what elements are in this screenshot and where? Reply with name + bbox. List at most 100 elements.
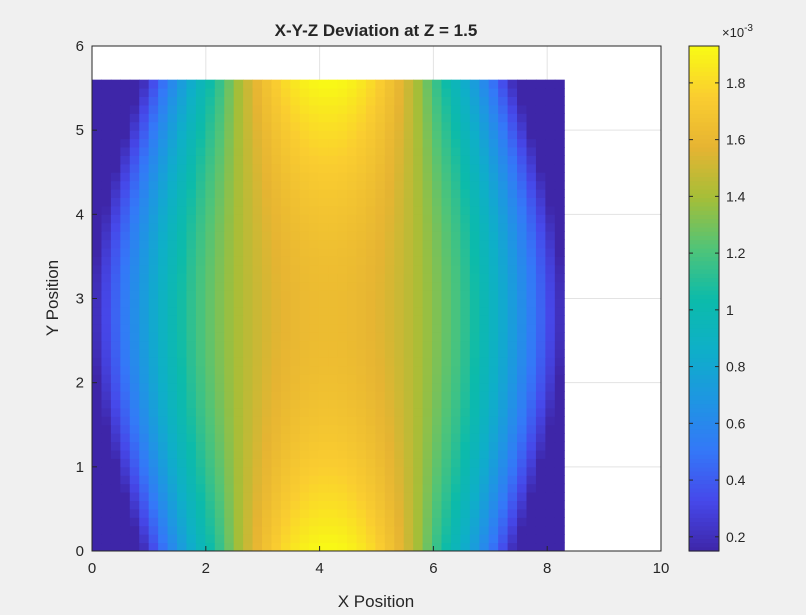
heatmap-cell [299,222,310,232]
heatmap-cell [365,492,376,501]
heatmap-cell [120,256,131,266]
heatmap-cell [328,130,339,140]
heatmap-cell [375,525,386,535]
heatmap-cell [271,492,282,501]
heatmap-cell [365,281,376,291]
heatmap-cell [120,180,131,190]
heatmap-cell [356,104,367,114]
heatmap-cell [469,88,480,97]
heatmap-cell [356,248,367,257]
heatmap-cell [365,163,376,173]
heatmap-cell [233,332,244,342]
heatmap-cell [384,197,395,207]
heatmap-cell [195,189,206,198]
heatmap-cell [129,248,140,257]
heatmap-cell [517,290,527,299]
heatmap-cell [309,424,320,434]
heatmap-cell [450,180,461,190]
heatmap-cell [243,399,254,409]
heatmap-cell [394,163,405,173]
heatmap-cell [252,231,263,241]
heatmap-cell [441,483,452,493]
heatmap-cell [517,214,527,224]
heatmap-cell [129,365,140,375]
heatmap-cell [450,231,461,241]
heatmap-cell [139,424,150,434]
heatmap-cell [167,264,178,274]
heatmap-cell [186,273,197,283]
heatmap-cell [158,104,169,114]
heatmap-cell [92,450,102,459]
heatmap-cell [233,542,244,552]
heatmap-cell [195,399,206,409]
heatmap-cell [280,424,291,434]
heatmap-cell [384,357,395,367]
heatmap-cell [479,391,490,400]
colorbar-segment [689,529,719,535]
heatmap-cell [299,248,310,257]
heatmap-cell [177,248,187,257]
heatmap-cell [403,306,414,316]
heatmap-cell [469,239,480,249]
heatmap-cell [167,256,178,266]
heatmap-cell [517,391,527,400]
heatmap-cell [384,155,395,165]
heatmap-cell [148,248,159,257]
heatmap-cell [129,290,140,299]
heatmap-cell [262,315,272,325]
heatmap-cell [252,256,263,266]
heatmap-cell [139,357,150,367]
heatmap-cell [101,88,112,97]
heatmap-cell [460,147,471,156]
heatmap-cell [139,492,150,501]
heatmap-cell [488,130,499,140]
heatmap-cell [337,483,348,493]
heatmap-cell [148,349,159,358]
heatmap-cell [347,180,357,190]
colorbar-segment [689,117,719,123]
heatmap-cell [356,458,367,468]
heatmap-cell [347,534,357,544]
heatmap-cell [347,163,357,173]
heatmap-cell [422,315,433,325]
heatmap-cell [177,357,187,367]
heatmap-cell [186,542,197,552]
heatmap-cell [186,483,197,493]
heatmap-cell [205,357,216,367]
heatmap-cell [186,256,197,266]
heatmap-cell [177,239,187,249]
heatmap-cell [243,458,254,468]
heatmap-cell [413,441,424,451]
heatmap-cell [195,155,206,165]
heatmap-cell [309,475,320,485]
heatmap-cell [318,290,329,299]
heatmap-cell [309,104,320,114]
heatmap-cell [233,534,244,544]
heatmap-cell [214,517,225,527]
heatmap-cell [488,534,499,544]
heatmap-cell [271,256,282,266]
heatmap-cell [120,231,131,241]
heatmap-cell [460,483,471,493]
heatmap-cell [158,399,169,409]
heatmap-cell [460,113,471,123]
heatmap-cell [139,121,150,131]
heatmap-cell [498,534,509,544]
heatmap-cell [290,290,301,299]
heatmap-cell [479,298,490,308]
heatmap-cell [328,340,339,350]
heatmap-cell [432,155,442,165]
heatmap-cell [120,441,131,451]
heatmap-cell [233,222,244,232]
heatmap-cell [441,424,452,434]
heatmap-cell [365,357,376,367]
heatmap-cell [299,298,310,308]
heatmap-cell [139,189,150,198]
heatmap-cell [422,542,433,552]
heatmap-cell [243,113,254,123]
heatmap-cell [148,306,159,316]
heatmap-cell [469,264,480,274]
heatmap-cell [545,391,556,400]
heatmap-cell [110,450,121,459]
heatmap-cell [517,508,527,518]
